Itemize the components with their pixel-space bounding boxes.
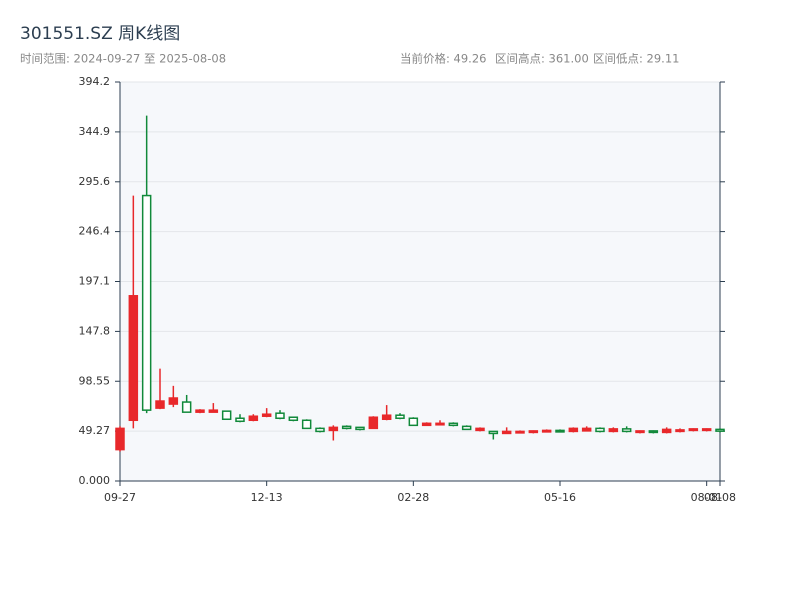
y-tick-label: 295.6 [79,175,111,188]
candle-body [675,429,685,433]
candle-body [181,401,192,413]
y-tick-label: 49.27 [79,424,111,437]
y-tick-label: 197.1 [79,275,111,288]
candle-body [235,417,245,423]
candle-body [701,428,712,432]
candle-body [648,430,659,434]
candle-body [248,415,259,422]
candle-body [461,425,472,431]
y-tick-label: 98.55 [79,374,111,387]
candle-body [421,422,432,427]
candle-body [661,428,672,434]
candle-body [341,425,352,430]
x-tick-label: 12-13 [251,491,283,504]
candle-body [448,422,459,427]
y-tick-label: 0.000 [79,474,111,487]
stat: 区间高点: 361.00 [495,52,589,66]
candle-body [275,412,285,419]
candle-body [328,426,339,432]
x-tick-label: 02-28 [397,491,429,504]
candle-body [301,419,312,430]
candle-body [555,429,565,433]
candle-body [381,414,392,421]
candle-body [128,295,139,422]
candle-body [541,429,552,433]
chart-subtitle: 时间范围: 2024-09-27 至 2025-08-08 [20,52,226,66]
stat: 当前价格: 49.26 [400,52,486,66]
candle-body [208,409,219,413]
candle-body [315,427,325,433]
candle-body [528,430,539,434]
candle-body [368,416,379,430]
candle-body [608,428,619,433]
candle-body [221,410,232,421]
candle-body [115,427,125,451]
y-tick-label: 394.2 [79,75,111,88]
y-tick-label: 147.8 [79,324,111,337]
candle-body [355,426,365,431]
chart-title: 301551.SZ 周K线图 [20,24,180,44]
candle-body [261,413,272,417]
candle-body [435,422,445,426]
candle-body [475,427,485,432]
x-tick-label: 08-08 [704,491,736,504]
candle-body [581,427,592,432]
stat: 区间低点: 29.11 [593,52,679,66]
y-tick-label: 344.9 [79,125,111,138]
candle-body [715,428,725,432]
candle-body [408,417,419,427]
candle-body [288,416,299,422]
candle-body [501,430,512,435]
x-tick-label: 05-16 [544,491,576,504]
y-tick-label: 246.4 [79,225,111,238]
candle-body [155,400,165,409]
x-tick-label: 08-01 [691,491,723,504]
candle-body [688,428,699,432]
candle-body [395,414,405,419]
candle-body [168,397,179,405]
candle-body [635,430,645,434]
x-tick-label: 09-27 [104,491,136,504]
candle-body [515,430,525,434]
candle-body [621,428,632,433]
candle-body [195,409,205,413]
candle-body [488,430,499,435]
candle-body [141,194,152,411]
candle-body [568,427,579,433]
candle-body [595,427,605,433]
